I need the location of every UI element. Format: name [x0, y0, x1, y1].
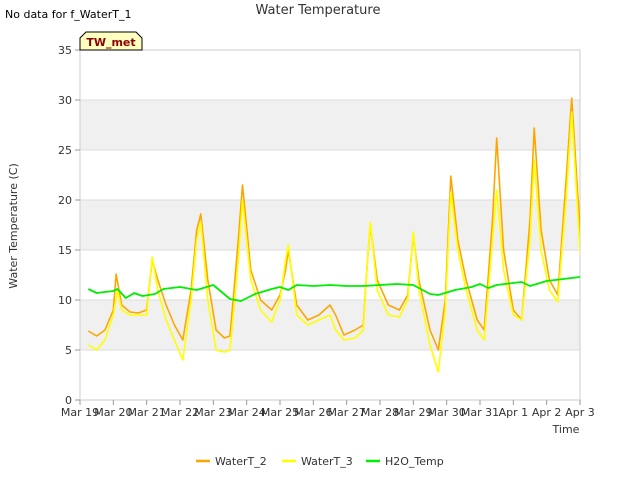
- series-lines: [87, 97, 580, 373]
- legend: WaterT_2 WaterT_3 H2O_Temp: [196, 455, 444, 468]
- y-tick-label: 5: [65, 344, 72, 357]
- badge-label: TW_met: [86, 36, 135, 49]
- series-line-watert-3: [87, 111, 580, 373]
- x-tick-label: Apr 1: [499, 406, 529, 419]
- y-tick-label: 25: [58, 144, 72, 157]
- legend-label-watert-3: WaterT_3: [301, 455, 353, 468]
- legend-label-watert-2: WaterT_2: [215, 455, 267, 468]
- x-tick-label: Mar 26: [294, 406, 332, 419]
- x-tick-label: Mar 23: [194, 406, 232, 419]
- x-tick-label: Mar 29: [394, 406, 432, 419]
- x-tick-label: Mar 19: [61, 406, 99, 419]
- y-tick-label: 15: [58, 244, 72, 257]
- x-tick-label: Mar 20: [94, 406, 132, 419]
- y-tick-label: 35: [58, 44, 72, 57]
- x-tick-label: Mar 28: [361, 406, 399, 419]
- x-axis-label: Time: [552, 423, 580, 436]
- y-tick-label: 10: [58, 294, 72, 307]
- background-bands: [80, 100, 580, 350]
- gridlines: [80, 49, 580, 401]
- x-tick-label: Mar 25: [261, 406, 299, 419]
- y-axis-label: Water Temperature (C): [7, 163, 20, 288]
- x-tick-label: Mar 22: [161, 406, 199, 419]
- grid-band: [80, 300, 580, 350]
- x-tick-label: Mar 31: [461, 406, 499, 419]
- y-tick-label: 30: [58, 94, 72, 107]
- badge-shape: [79, 31, 143, 51]
- x-tick-label: Mar 24: [228, 406, 266, 419]
- legend-label-h2o-temp: H2O_Temp: [385, 455, 444, 468]
- x-tick-label: Apr 2: [532, 406, 562, 419]
- x-tick-label: Mar 30: [428, 406, 466, 419]
- x-tick-label: Apr 3: [565, 406, 595, 419]
- y-axis: 0 5 10 15 20 25 30 35: [58, 44, 80, 407]
- chart-title: Water Temperature: [256, 3, 381, 18]
- site-badge: TW_met: [79, 31, 143, 51]
- grid-band: [80, 200, 580, 250]
- no-data-note: No data for f_WaterT_1: [5, 8, 131, 21]
- y-tick-label: 20: [58, 194, 72, 207]
- x-tick-label: Mar 27: [328, 406, 366, 419]
- y-tick-label: 0: [65, 394, 72, 407]
- series-line-h2o-temp: [87, 276, 580, 302]
- grid-band: [80, 100, 580, 150]
- x-tick-label: Mar 21: [128, 406, 166, 419]
